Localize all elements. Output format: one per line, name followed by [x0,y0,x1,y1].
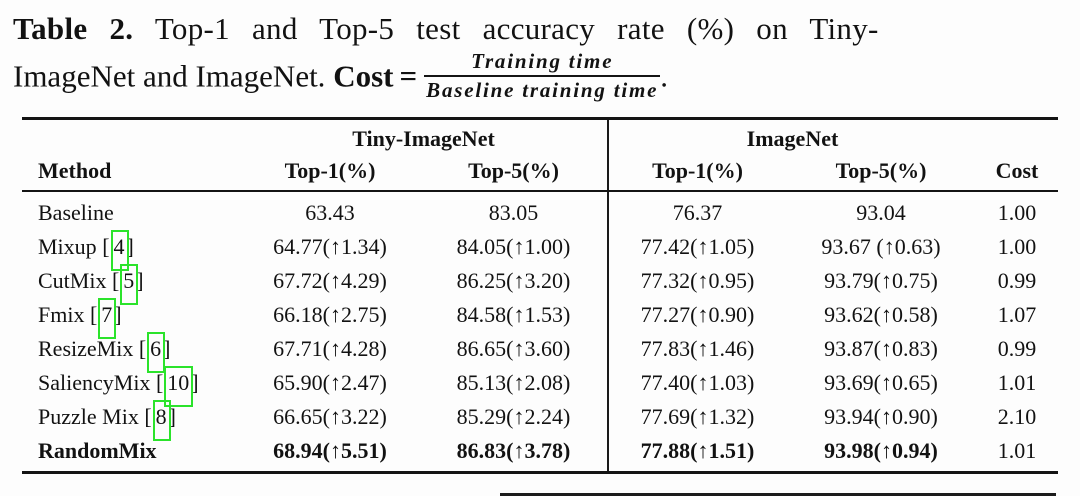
method-cell: Fmix [7] [38,298,122,340]
accuracy-cell: 67.72(↑4.29) [273,268,387,294]
accuracy-cell: 64.77(↑1.34) [273,234,387,260]
caption-text-1: Top-1 and Top-5 test accuracy rate (%) o… [133,11,879,46]
method-cell: CutMix [5] [38,264,144,306]
accuracy-cell: 93.04 [856,200,906,226]
cost-cell: 1.00 [997,234,1037,260]
caption-label: Table 2. [13,11,134,46]
caption-equals: = [399,58,418,94]
citation-annotation-box: 5 [120,264,139,306]
method-cell: Baseline [38,200,114,226]
table-caption: Table 2. Top-1 and Top-5 test accuracy r… [0,0,1080,106]
col-header-imagenet-top1: Top-1(%) [607,155,786,193]
accuracy-cell: 93.69(↑0.65) [824,370,938,396]
accuracy-cell: 84.58(↑1.53) [456,302,571,328]
accuracy-cell: 93.67 (↑0.63) [821,234,941,260]
accuracy-cell: 77.32(↑0.95) [607,264,786,299]
accuracy-cell: 68.94(↑5.51) [240,434,420,475]
caption-cost-fraction: Training time Baseline training time [424,49,661,103]
caption-line-1: Table 2. Top-1 and Top-5 test accuracy r… [13,8,1064,51]
method-cell: Mixup [4] [38,230,134,272]
col-header-tiny-top5: Top-5(%) [420,155,608,193]
col-header-imagenet-top5: Top-5(%) [786,155,976,193]
caption-cost-word: Cost [333,58,394,94]
accuracy-cell: 86.83(↑3.78) [420,434,608,475]
accuracy-cell: 93.94(↑0.90) [824,404,938,430]
cost-cell: 0.99 [997,268,1037,294]
method-cell: RandomMix [22,434,240,475]
table-row: Baseline 63.43 83.05 76.37 93.04 1.00 [22,191,1058,231]
results-table: Tiny-ImageNet ImageNet Method Top-1(%) T… [22,117,1058,475]
accuracy-cell: 83.05 [488,200,539,226]
group-header-row: Tiny-ImageNet ImageNet [22,118,1058,156]
accuracy-cell: 77.42(↑1.05) [607,230,786,265]
accuracy-cell: 66.65(↑3.22) [273,404,387,430]
accuracy-cell: 67.71(↑4.28) [273,336,387,362]
accuracy-cell: 93.62(↑0.58) [824,302,938,328]
citation-annotation-box: 10 [164,366,194,408]
table-row: Puzzle Mix [8] 66.65(↑3.22) 85.29(↑2.24) 77… [22,400,1058,442]
accuracy-cell: 85.29(↑2.24) [456,404,571,430]
method-cell: ResizeMix [6] [38,332,171,374]
accuracy-cell: 93.87(↑0.83) [824,336,938,362]
accuracy-cell: 86.65(↑3.60) [456,336,571,362]
accuracy-cell: 77.83(↑1.46) [607,332,786,367]
group-header-spacer-left [22,119,240,156]
table-row: CutMix [5] 67.72(↑4.29) 86.25(↑3.20) 77.32(… [22,264,1058,306]
fraction-denominator: Baseline training time [426,77,659,102]
table-row: ResizeMix [6] 67.71(↑4.28) 86.65(↑3.60) 77.… [22,332,1058,374]
table-row: Fmix [7] 66.18(↑2.75) 84.58(↑1.53) 77.27(↑0… [22,298,1058,340]
accuracy-cell: 84.05(↑1.00) [456,234,571,260]
citation-annotation-box: 6 [147,332,166,374]
accuracy-cell: 76.37 [607,191,786,231]
cost-cell: 2.10 [997,404,1037,430]
table-row: Mixup [4] 64.77(↑1.34) 84.05(↑1.00) 77.42(↑… [22,230,1058,272]
accuracy-cell: 77.88(↑1.51) [607,434,786,475]
accuracy-cell: 77.40(↑1.03) [607,366,786,401]
accuracy-cell: 63.43 [305,200,355,226]
cost-cell: 1.01 [976,434,1058,475]
cost-cell: 1.00 [997,200,1037,226]
col-header-method: Method [22,155,240,193]
col-header-cost: Cost [976,155,1058,193]
method-cell: Puzzle Mix [8] [38,400,176,442]
fraction-numerator: Training time [424,49,661,77]
accuracy-cell: 65.90(↑2.47) [273,370,387,396]
group-header-tiny-imagenet: Tiny-ImageNet [352,126,495,152]
accuracy-cell: 77.69(↑1.32) [607,400,786,435]
citation-annotation-box: 7 [98,298,117,340]
citation-annotation-box: 8 [152,400,171,442]
table-body: Baseline 63.43 83.05 76.37 93.04 1.00 Mixup [4… [22,191,1058,475]
table-row: RandomMix 68.94(↑5.51) 86.83(↑3.78) 77.88(↑… [22,434,1058,475]
method-cell: SaliencyMix [10] [38,366,199,408]
caption-period: . [660,58,669,94]
caption-line-2: ImageNet and ImageNet. Cost = Training tim… [13,49,1064,106]
group-header-imagenet: ImageNet [607,118,976,156]
col-header-tiny-top1: Top-1(%) [240,155,420,193]
table-row: SaliencyMix [10] 65.90(↑2.47) 85.13(↑2.08)… [22,366,1058,408]
caption-text-2: ImageNet and ImageNet. [13,58,326,94]
accuracy-cell: 86.25(↑3.20) [456,268,571,294]
accuracy-cell: 93.98(↑0.94) [786,434,976,475]
column-header-row: Method Top-1(%) Top-5(%) Top-1(%) Top-5(… [22,155,1058,193]
group-header-spacer-right [976,119,1058,156]
cost-cell: 1.01 [997,370,1037,396]
cost-cell: 1.07 [997,302,1037,328]
cost-cell: 0.99 [997,336,1037,362]
accuracy-cell: 66.18(↑2.75) [273,302,387,328]
cropped-next-content-line [500,493,1056,496]
citation-annotation-box: 4 [110,230,129,272]
accuracy-cell: 77.27(↑0.90) [607,298,786,333]
accuracy-cell: 85.13(↑2.08) [456,370,571,396]
accuracy-cell: 93.79(↑0.75) [824,268,938,294]
